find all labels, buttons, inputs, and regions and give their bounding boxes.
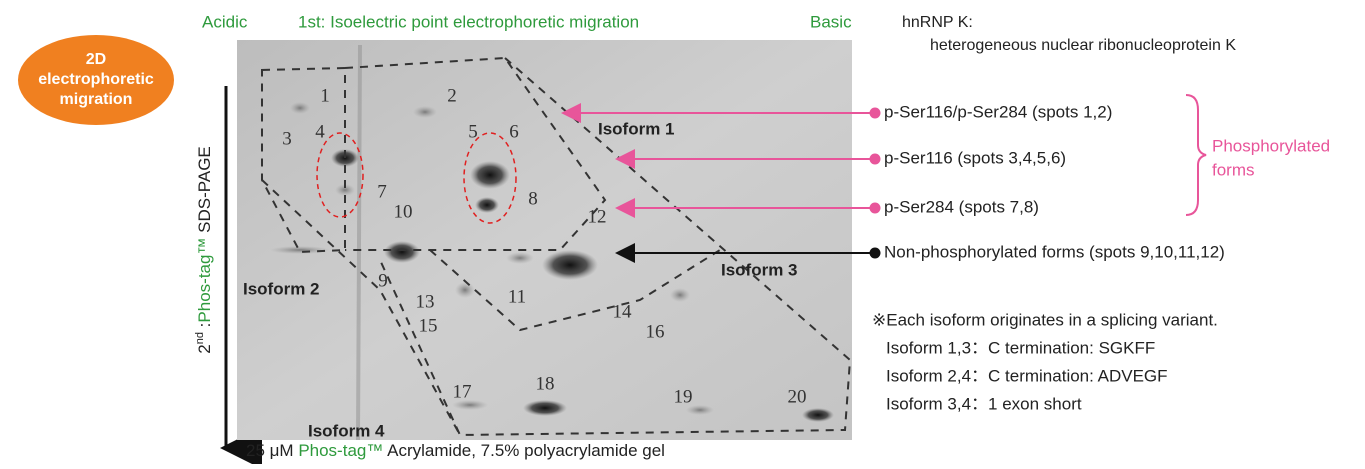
spot-label: 6	[509, 121, 519, 142]
spot-label: 15	[419, 315, 438, 336]
spot-label: 8	[528, 188, 538, 209]
badge-text: migration	[60, 91, 133, 108]
spot-label: 1	[320, 85, 330, 106]
glossary-definition: heterogeneous nuclear ribonucleoprotein …	[930, 37, 1236, 54]
annotation-dot	[870, 108, 881, 119]
spot-label: 18	[536, 373, 555, 394]
spot-label: 7	[377, 181, 387, 202]
note: ※Each isoform originates in a splicing v…	[872, 310, 1218, 329]
label-part: Phos-tag™	[195, 238, 214, 323]
axis-title: 1st: Isoelectric point electrophoretic m…	[298, 12, 639, 31]
spot-label: 14	[613, 301, 633, 322]
bracket-label: forms	[1212, 160, 1255, 179]
annotation-text: p-Ser116 (spots 3,4,5,6)	[884, 148, 1066, 167]
spot-label: 11	[508, 286, 526, 307]
gel-spot	[413, 106, 437, 118]
spot-label: 19	[674, 386, 693, 407]
spot-label: 16	[646, 321, 665, 342]
note: Isoform 3,4：1 exon short	[886, 394, 1082, 413]
spot-label: 2	[447, 85, 457, 106]
gel-spot	[470, 161, 510, 189]
gel-spot	[475, 197, 499, 213]
badge-text: electrophoretic	[38, 71, 154, 88]
spot-label: 12	[588, 206, 607, 227]
spot-label: 4	[315, 121, 325, 142]
spot-label: 10	[394, 201, 413, 222]
annotation-text: p-Ser116/p-Ser284 (spots 1,2)	[884, 102, 1112, 121]
second-axis-label: 2nd :Phos-tag™ SDS-PAGE	[194, 146, 215, 354]
gel-spot	[523, 400, 567, 416]
caption: 25 μM Phos-tag™ Acrylamide, 7.5% polyacr…	[246, 441, 665, 460]
note: Isoform 1,3：C termination: SGKFF	[886, 338, 1155, 357]
axis-left-label: Acidic	[202, 12, 248, 31]
gel-spot	[384, 241, 420, 263]
badge-text: 2D	[86, 51, 106, 68]
spot-label: 13	[416, 291, 435, 312]
figure: 2D electrophoretic migration Acidic 1st:…	[0, 0, 1365, 464]
label-part: :	[195, 323, 214, 332]
bracket-label: Phosphorylated	[1212, 136, 1330, 155]
annotation-dot	[870, 154, 881, 165]
glossary-term: hnRNP K:	[902, 14, 973, 31]
axis-right-label: Basic	[810, 12, 852, 31]
isoform-label: Isoform 3	[721, 260, 798, 279]
bracket	[1186, 95, 1206, 215]
gel-streak	[358, 45, 360, 440]
gel-spot	[670, 288, 690, 302]
gel-spot	[270, 246, 330, 254]
gel-spot	[455, 282, 475, 298]
annotation-text: p-Ser284 (spots 7,8)	[884, 197, 1039, 216]
annotation-text: Non-phosphorylated forms (spots 9,10,11,…	[884, 242, 1225, 261]
annotation-dot	[870, 248, 881, 259]
isoform-label: Isoform 4	[308, 421, 385, 440]
gel-spot	[542, 250, 598, 280]
spot-label: 9	[378, 270, 388, 291]
annotation-dot	[870, 203, 881, 214]
label-part: 2	[195, 344, 214, 353]
gel-spot	[506, 252, 534, 264]
isoform-label: Isoform 1	[598, 119, 675, 138]
caption-part: 25 μM	[246, 441, 298, 460]
caption-part: Phos-tag™	[298, 441, 383, 460]
caption-part: Acrylamide, 7.5% polyacrylamide gel	[383, 441, 665, 460]
spot-label: 17	[453, 381, 472, 402]
label-part: nd	[194, 332, 206, 344]
note: Isoform 2,4：C termination: ADVEGF	[886, 366, 1168, 385]
spot-label: 5	[468, 121, 478, 142]
spot-label: 3	[282, 128, 292, 149]
gel-spot	[802, 408, 834, 422]
spot-label: 20	[788, 386, 807, 407]
isoform-label: Isoform 2	[243, 279, 320, 298]
gel-spot	[290, 102, 310, 114]
label-part: SDS-PAGE	[195, 146, 214, 237]
